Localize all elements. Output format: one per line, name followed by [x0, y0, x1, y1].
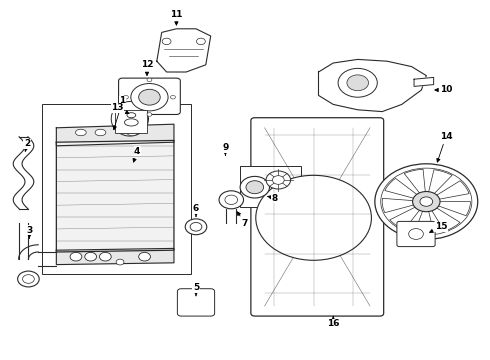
Circle shape: [147, 78, 152, 82]
Circle shape: [196, 38, 205, 45]
FancyBboxPatch shape: [397, 221, 435, 247]
Polygon shape: [56, 140, 174, 252]
Text: 13: 13: [111, 104, 129, 114]
Circle shape: [256, 175, 371, 260]
Circle shape: [338, 68, 377, 97]
Circle shape: [139, 252, 150, 261]
Text: 10: 10: [435, 85, 452, 94]
Text: 15: 15: [430, 222, 447, 233]
Circle shape: [240, 176, 270, 198]
Ellipse shape: [75, 129, 86, 136]
Text: 16: 16: [327, 316, 340, 328]
Text: 9: 9: [222, 143, 229, 156]
Bar: [240, 166, 301, 207]
Polygon shape: [318, 59, 426, 112]
Text: 3: 3: [26, 226, 32, 238]
Text: 11: 11: [170, 10, 183, 25]
Ellipse shape: [127, 113, 136, 118]
Polygon shape: [157, 29, 211, 72]
Ellipse shape: [127, 129, 138, 136]
Circle shape: [85, 252, 97, 261]
Circle shape: [123, 95, 128, 99]
Circle shape: [147, 113, 152, 116]
Circle shape: [23, 275, 34, 283]
Bar: [42, 104, 191, 274]
FancyBboxPatch shape: [251, 118, 384, 316]
Circle shape: [139, 89, 160, 105]
Text: 1: 1: [113, 96, 125, 130]
Polygon shape: [56, 124, 174, 146]
Ellipse shape: [124, 119, 138, 126]
Circle shape: [70, 252, 82, 261]
Text: 7: 7: [237, 212, 248, 228]
Text: 12: 12: [141, 60, 153, 76]
Circle shape: [347, 75, 368, 91]
Circle shape: [225, 195, 238, 204]
Ellipse shape: [95, 129, 106, 136]
Text: 8: 8: [268, 194, 277, 202]
Circle shape: [420, 197, 433, 206]
Circle shape: [131, 84, 168, 111]
Text: 6: 6: [193, 204, 199, 217]
Circle shape: [409, 229, 423, 239]
Polygon shape: [414, 77, 434, 86]
Circle shape: [190, 222, 202, 231]
Text: 2: 2: [24, 139, 30, 152]
Circle shape: [246, 181, 264, 194]
Circle shape: [272, 176, 284, 184]
Bar: [115, 110, 147, 133]
Circle shape: [266, 171, 291, 189]
Circle shape: [171, 95, 175, 99]
Circle shape: [375, 164, 478, 239]
Polygon shape: [56, 248, 174, 265]
Text: 14: 14: [437, 132, 452, 162]
Circle shape: [185, 219, 207, 235]
Circle shape: [116, 259, 124, 265]
FancyBboxPatch shape: [177, 289, 215, 316]
Circle shape: [413, 192, 440, 212]
Text: 5: 5: [193, 284, 199, 296]
FancyBboxPatch shape: [119, 78, 180, 114]
Text: 4: 4: [133, 147, 141, 162]
Circle shape: [219, 191, 244, 209]
Circle shape: [162, 38, 171, 45]
Circle shape: [99, 252, 111, 261]
Circle shape: [18, 271, 39, 287]
